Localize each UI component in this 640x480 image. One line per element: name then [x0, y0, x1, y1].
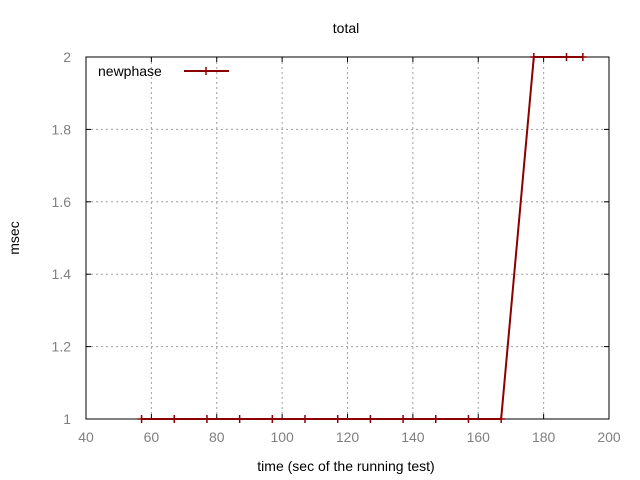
axis-tick-labels: 40 60 80 100 120 140 160 180 200 1 1.2 1.4 1.6 1.8 2: [52, 49, 621, 445]
data-point: [464, 415, 473, 423]
data-point: [137, 415, 146, 423]
data-point: [399, 415, 408, 423]
x-tick-label: 140: [401, 429, 425, 445]
y-tick-label: 2: [63, 49, 71, 65]
data-point: [170, 415, 179, 423]
data-point: [301, 415, 310, 423]
data-point: [497, 415, 506, 423]
y-tick-label: 1.6: [52, 194, 72, 210]
data-point: [366, 415, 375, 423]
x-tick-label: 180: [532, 429, 556, 445]
y-tick-label: 1.2: [52, 339, 72, 355]
data-point: [431, 415, 440, 423]
x-tick-label: 200: [597, 429, 621, 445]
x-tick-label: 80: [209, 429, 225, 445]
data-point: [202, 415, 211, 423]
x-tick-label: 160: [467, 429, 491, 445]
y-tick-label: 1: [63, 411, 71, 427]
x-tick-label: 100: [270, 429, 294, 445]
grid-lines: [86, 57, 609, 419]
x-axis-label: time (sec of the running test): [257, 458, 434, 474]
legend: newphase: [98, 63, 229, 79]
legend-marker: [202, 67, 210, 75]
data-point: [562, 53, 571, 61]
x-tick-label: 120: [336, 429, 360, 445]
data-point: [578, 53, 587, 61]
series-layer: [137, 53, 587, 423]
legend-label: newphase: [98, 63, 162, 79]
x-tick-label: 40: [78, 429, 94, 445]
data-point: [235, 415, 244, 423]
data-point: [529, 53, 538, 61]
data-point: [333, 415, 342, 423]
y-axis-label: msec: [6, 221, 22, 254]
y-tick-label: 1.8: [52, 121, 72, 137]
axis-ticks: [85, 56, 610, 420]
data-point: [268, 415, 277, 423]
chart-title: total: [333, 20, 359, 36]
y-tick-label: 1.4: [52, 266, 72, 282]
x-tick-label: 60: [144, 429, 160, 445]
